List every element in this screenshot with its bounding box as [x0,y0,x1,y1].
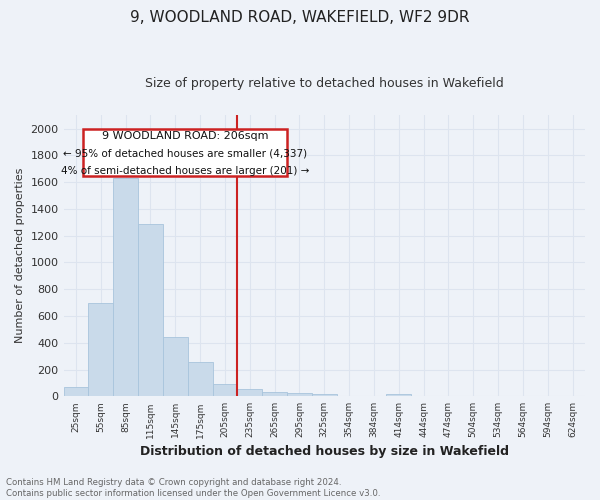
Bar [212,384,238,396]
Bar [163,338,188,396]
Bar [64,387,88,396]
Text: Contains HM Land Registry data © Crown copyright and database right 2024.
Contai: Contains HM Land Registry data © Crown c… [6,478,380,498]
Text: 9, WOODLAND ROAD, WAKEFIELD, WF2 9DR: 9, WOODLAND ROAD, WAKEFIELD, WF2 9DR [130,10,470,25]
Bar [386,394,411,396]
Text: 9 WOODLAND ROAD: 206sqm: 9 WOODLAND ROAD: 206sqm [102,132,268,141]
Bar [113,178,138,396]
Bar [287,394,312,396]
Text: 4% of semi-detached houses are larger (201) →: 4% of semi-detached houses are larger (2… [61,166,310,176]
Bar [312,394,337,396]
Bar [88,304,113,396]
Bar [138,224,163,396]
Text: ← 95% of detached houses are smaller (4,337): ← 95% of detached houses are smaller (4,… [63,148,307,158]
Bar [83,128,287,176]
Bar [262,392,287,396]
Title: Size of property relative to detached houses in Wakefield: Size of property relative to detached ho… [145,78,503,90]
Bar [188,362,212,396]
Bar [238,389,262,396]
X-axis label: Distribution of detached houses by size in Wakefield: Distribution of detached houses by size … [140,444,509,458]
Y-axis label: Number of detached properties: Number of detached properties [15,168,25,344]
